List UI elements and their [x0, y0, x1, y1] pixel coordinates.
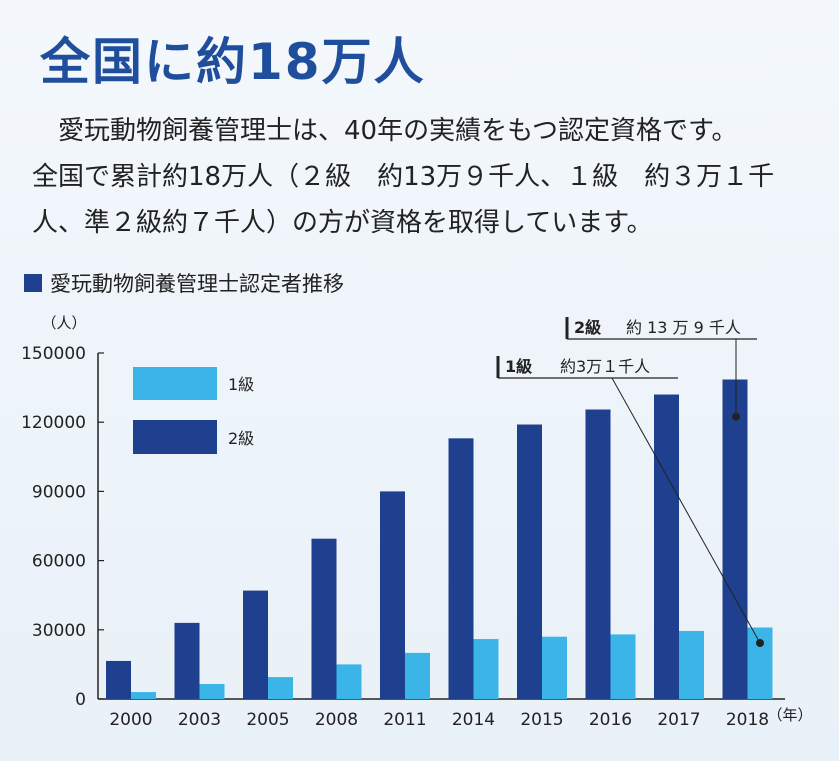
bar-level2 — [517, 424, 542, 699]
bar-level1 — [610, 634, 636, 699]
y-tick-label: 60000 — [32, 552, 86, 572]
callout-text-level2: 約 13 万 9 千人 — [626, 318, 741, 337]
callout-tag-level1: 1級 — [505, 357, 532, 376]
bar-level1 — [131, 692, 156, 699]
y-tick-label: 30000 — [32, 621, 86, 641]
paragraph-line: 愛玩動物飼養管理士は、40年の実績をもつ認定資格です。 — [32, 116, 738, 146]
legend-swatch-level2 — [133, 420, 217, 454]
y-tick-label: 90000 — [32, 482, 86, 502]
bar-level2 — [243, 590, 268, 699]
x-tick-label: 2008 — [315, 710, 358, 730]
y-tick-label: 150000 — [21, 344, 86, 364]
x-tick-label: 2018 — [726, 710, 769, 730]
bar-level1 — [405, 652, 430, 699]
x-tick-label: 2015 — [520, 710, 563, 730]
x-tick-label: 2016 — [589, 710, 632, 730]
y-tick-label: 0 — [75, 690, 86, 710]
x-tick-label: 2017 — [657, 710, 700, 730]
bar-level1 — [542, 636, 567, 699]
callout-dot-level1 — [756, 639, 764, 647]
bar-level1 — [199, 684, 225, 699]
callout-tag-level2: 2級 — [574, 318, 601, 337]
bar-level2 — [174, 622, 200, 699]
headline: 全国に約18万人 — [40, 33, 426, 91]
chart-heading-text: 愛玩動物飼養管理士認定者推移 — [50, 272, 344, 296]
x-tick-label: 2003 — [178, 710, 221, 730]
description-paragraph: 愛玩動物飼養管理士は、40年の実績をもつ認定資格です。 全国で累計約18万人（２… — [32, 108, 822, 246]
legend-swatch-level1 — [133, 367, 217, 400]
x-tick-label: 2005 — [246, 710, 289, 730]
bar-level2 — [380, 491, 405, 699]
heading-square-icon — [24, 274, 42, 292]
bar-level2 — [722, 379, 748, 699]
bar-level1 — [336, 664, 362, 699]
chart-heading: 愛玩動物飼養管理士認定者推移 — [24, 268, 344, 298]
bar-level2 — [585, 409, 611, 699]
callout-text-level1: 約3万１千人 — [560, 357, 650, 376]
bar-level2 — [654, 394, 679, 699]
x-axis-unit-label: （年） — [767, 706, 812, 724]
y-axis-unit-label: （人） — [41, 314, 86, 332]
x-tick-label: 2014 — [452, 710, 495, 730]
bar-level1 — [679, 630, 704, 699]
legend-label-level2: 2級 — [228, 429, 254, 448]
y-tick-label: 120000 — [21, 413, 86, 433]
callout-dot-level2 — [732, 412, 740, 421]
bar-level1 — [268, 677, 293, 699]
bar-level1 — [747, 627, 773, 699]
bar-level2 — [448, 438, 474, 699]
bar-level2 — [106, 660, 131, 699]
paragraph-line: 人、準２級約７千人）の方が資格を取得しています。 — [32, 208, 653, 238]
callout-leader-level1 — [611, 377, 761, 644]
x-tick-label: 2011 — [383, 710, 426, 730]
bar-level1 — [473, 639, 499, 699]
x-tick-label: 2000 — [109, 710, 152, 730]
bar-level2 — [311, 538, 337, 699]
legend-label-level1: 1級 — [228, 375, 254, 394]
paragraph-line: 全国で累計約18万人（２級 約13万９千人、１級 約３万１千 — [32, 162, 775, 192]
